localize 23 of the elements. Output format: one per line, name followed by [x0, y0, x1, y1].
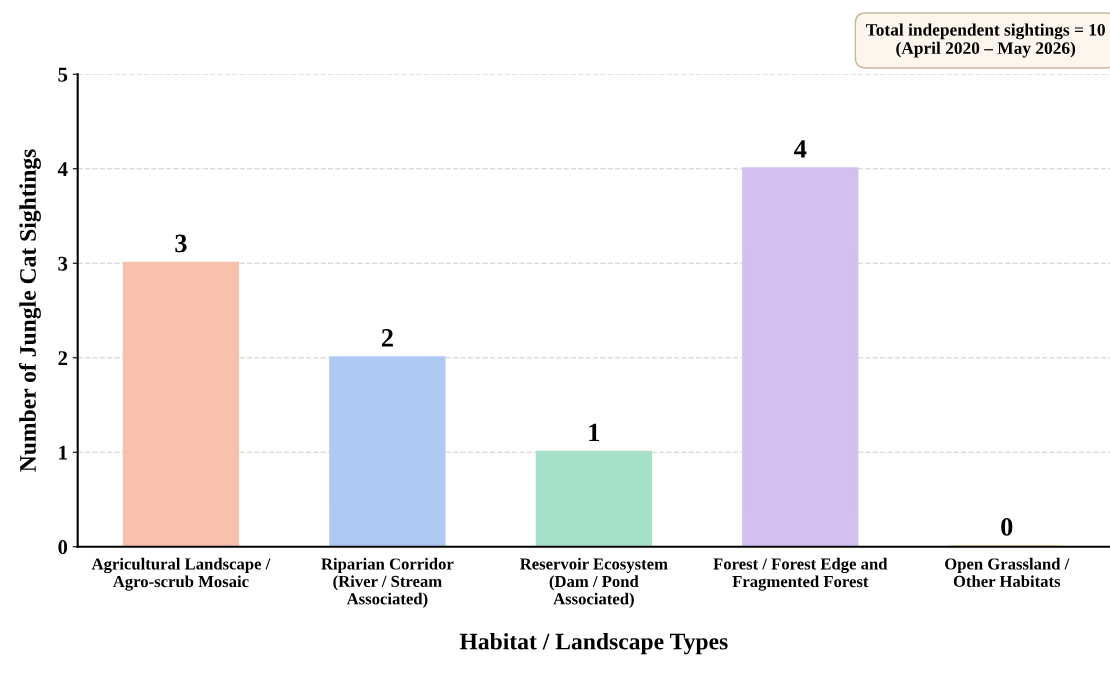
y-tick-label: 5 [58, 67, 68, 82]
data-label: 4 [794, 140, 807, 158]
text: Total independent sightings = 10 (April 2020 – May 2026) [866, 23, 1105, 58]
x-axis-title: Habitat / Landscape Types [459, 632, 728, 655]
bar [742, 167, 859, 547]
y-tick-label: 1 [59, 445, 67, 460]
y-tick-label: 2 [58, 351, 68, 365]
x-tick-label: Agricultural Landscape / Agro-scrub Mosaic [91, 557, 271, 591]
bar [329, 356, 446, 547]
x-tick-label: Forest / Forest Edge and Fragmented Forest [713, 557, 888, 591]
data-label: 1 [589, 423, 600, 442]
data-label: 3 [175, 234, 187, 253]
y-tick-label: 3 [58, 256, 68, 271]
x-tick-label: Riparian Corridor (River / Stream Associated) [321, 557, 454, 608]
y-axis-title: Number of Jungle Cat Sightings [19, 149, 41, 472]
x-tick-label: Open Grassland / Other Habitats [945, 557, 1070, 588]
bar [535, 450, 653, 547]
bar [122, 261, 240, 547]
x-tick-label: Reservoir Ecosystem (Dam / Pond Associated) [520, 557, 668, 608]
y-tick-label: 4 [57, 162, 68, 176]
y-tick-label: 0 [58, 540, 68, 555]
data-label: 2 [381, 329, 393, 347]
data-label: 0 [1001, 518, 1013, 536]
